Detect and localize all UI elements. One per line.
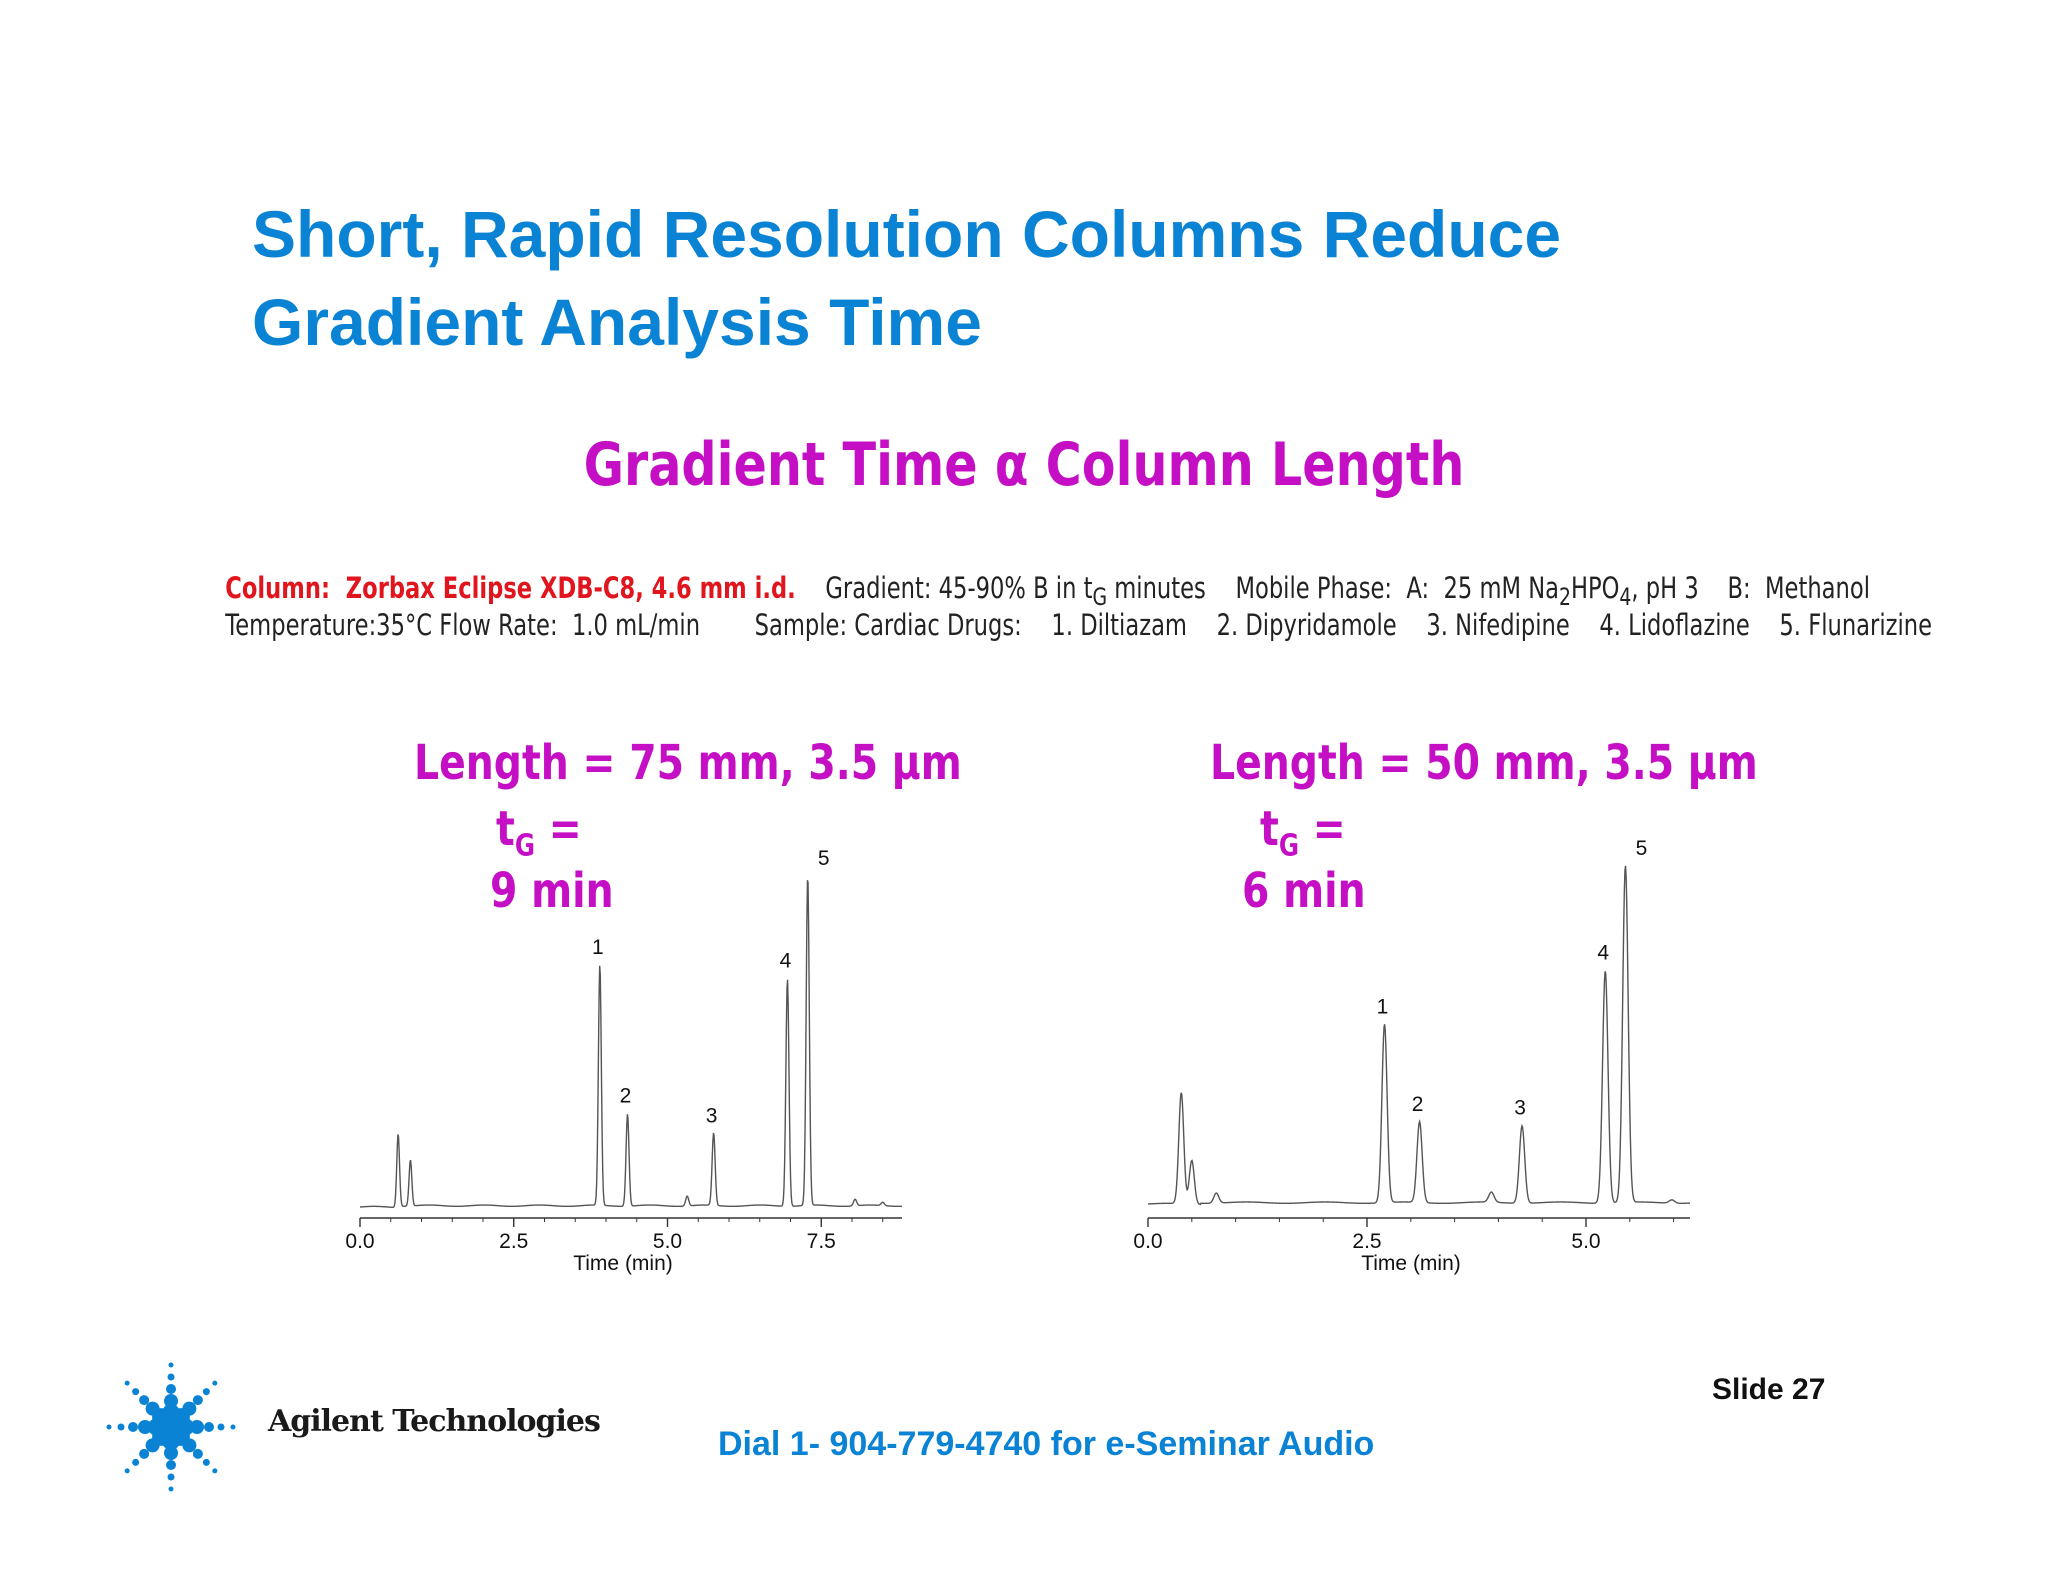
compound-5: 5. Flunarizine [1779, 608, 1933, 642]
brand-name: Agilent Technologies [268, 1404, 601, 1439]
logo-dot [230, 1424, 236, 1430]
logo-dot [204, 1422, 214, 1432]
slide-number: Slide 27 [1712, 1373, 1826, 1406]
logo-dot [212, 1468, 218, 1474]
x-tick-label: 5.0 [653, 1230, 682, 1253]
logo-dot [190, 1420, 204, 1434]
compound-4: 4. Lidoflazine [1599, 608, 1750, 642]
slide-title: Short, Rapid Resolution Columns Reduce G… [252, 190, 1902, 366]
logo-dot [145, 1401, 160, 1416]
peak-label-5: 5 [818, 847, 830, 870]
logo-dot [132, 1388, 140, 1396]
temperature-flow-spec: Temperature:35°C Flow Rate: 1.0 mL/min [225, 608, 701, 642]
logo-dot [124, 1380, 130, 1386]
dial-in-text: Dial 1- 904-779-4740 for e-Seminar Audio [718, 1425, 1375, 1463]
mobile-phase-spec: Mobile Phase: A: 25 mM Na2HPO4, pH 3 B: … [1235, 571, 1870, 611]
chromatogram-plot-left: 0.0 2.5 5.0 7.5 Time (min) 1 2 3 4 5 [345, 847, 903, 1275]
heading-time-6min: 6 min [1242, 863, 1366, 919]
x-axis-label: Time (min) [1361, 1252, 1461, 1275]
heading-tg-right: tG = [1260, 801, 1346, 864]
heading-tg-left: tG = [496, 801, 582, 864]
logo-dot [164, 1394, 178, 1408]
logo-dot [168, 1362, 174, 1368]
peak-label-2: 2 [620, 1085, 632, 1108]
gradient-spec: Gradient: 45-90% B in tG minutes [825, 571, 1206, 611]
peak-label-1: 1 [1377, 995, 1389, 1018]
x-tick-label: 2.5 [1352, 1230, 1381, 1253]
logo-dot [182, 1401, 197, 1416]
x-tick-label: 7.5 [807, 1230, 836, 1253]
logo-dot [166, 1460, 176, 1470]
column-spec: Column: Zorbax Eclipse XDB-C8, 4.6 mm i.… [225, 571, 796, 605]
logo-dot [145, 1438, 160, 1453]
logo-dot [167, 1473, 175, 1481]
logo-dot [132, 1458, 140, 1466]
x-tick-label: 0.0 [1133, 1230, 1162, 1253]
compound-2: 2. Dipyridamole [1216, 608, 1397, 642]
logo-dot [167, 1373, 175, 1381]
logo-dot [168, 1486, 174, 1492]
logo-dot [139, 1395, 150, 1406]
compound-3: 3. Nifedipine [1426, 608, 1570, 642]
x-tick-label: 5.0 [1571, 1230, 1600, 1253]
conditions-line-2: Temperature:35°C Flow Rate: 1.0 mL/min Sa… [225, 608, 1932, 642]
peak-label-2: 2 [1412, 1093, 1424, 1116]
peak-label-4: 4 [1597, 941, 1609, 964]
sample-spec: Sample: Cardiac Drugs: [754, 608, 1022, 642]
peak-label-3: 3 [1514, 1096, 1526, 1119]
chromatogram-75mm: Length = 75 mm, 3.5 μm tG = 9 min 0.0 2.5… [330, 735, 961, 1305]
agilent-spark-logo [106, 1362, 236, 1492]
x-tick-label: 0.0 [345, 1230, 374, 1253]
logo-dot [138, 1420, 152, 1434]
logo-dot [139, 1448, 150, 1459]
title-line-2: Gradient Analysis Time [252, 285, 982, 359]
logo-dot [212, 1380, 218, 1386]
chromatogram-trace [359, 880, 903, 1209]
heading-length-50: Length = 50 mm, 3.5 μm [1210, 735, 1758, 791]
logo-dot [117, 1423, 125, 1431]
chromatogram-trace [1147, 865, 1691, 1206]
logo-dot [128, 1422, 138, 1432]
logo-dot [166, 1384, 176, 1394]
logo-dot [217, 1423, 225, 1431]
chromatogram-plot-right: 0.0 2.5 5.0 Time (min) 1 2 3 4 5 [1133, 837, 1691, 1275]
x-tick-label: 2.5 [499, 1230, 528, 1253]
slide-subtitle: Gradient Time α Column Length [583, 430, 1465, 500]
chromatogram-50mm: Length = 50 mm, 3.5 μm tG = 6 min 0.0 2.5… [1110, 735, 1757, 1305]
logo-dot [165, 1421, 177, 1433]
peak-label-1: 1 [592, 936, 604, 959]
logo-dot [202, 1388, 210, 1396]
compound-1: 1. Diltiazam [1051, 608, 1187, 642]
logo-dot [182, 1438, 197, 1453]
peak-label-5: 5 [1636, 837, 1648, 860]
logo-dot [124, 1468, 130, 1474]
conditions-line-1: Column: Zorbax Eclipse XDB-C8, 4.6 mm i.… [225, 571, 1870, 611]
x-axis-label: Time (min) [573, 1252, 673, 1275]
logo-dot [164, 1446, 178, 1460]
peak-label-3: 3 [706, 1104, 718, 1127]
heading-time-9min: 9 min [490, 863, 614, 919]
logo-dot [106, 1424, 112, 1430]
heading-length-75: Length = 75 mm, 3.5 μm [414, 735, 962, 791]
peak-label-4: 4 [780, 949, 792, 972]
logo-dot [192, 1395, 203, 1406]
logo-dot [202, 1458, 210, 1466]
logo-dot [192, 1448, 203, 1459]
title-line-1: Short, Rapid Resolution Columns Reduce [252, 197, 1562, 271]
